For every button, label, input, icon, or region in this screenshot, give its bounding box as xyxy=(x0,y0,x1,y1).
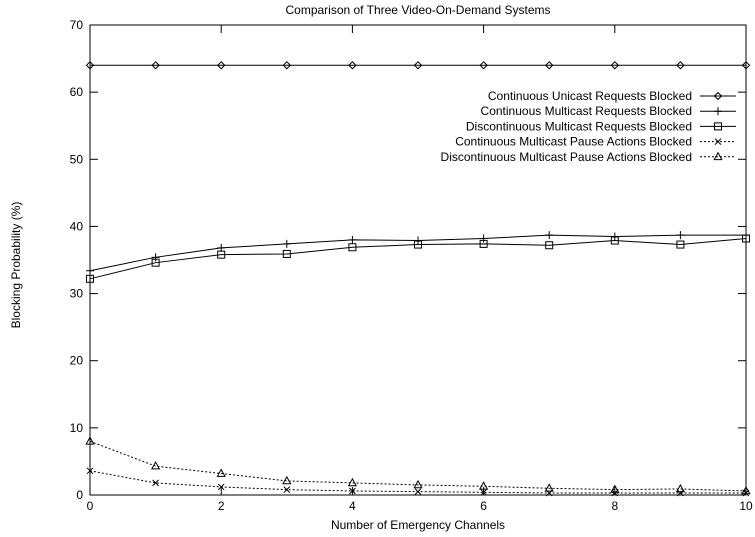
data-point xyxy=(347,477,358,487)
legend: Continuous Unicast Requests BlockedConti… xyxy=(441,89,736,164)
x-axis-label: Number of Emergency Channels xyxy=(331,518,505,532)
data-point xyxy=(151,61,160,70)
legend-marker xyxy=(714,122,722,131)
legend-item: Continuous Multicast Requests Blocked xyxy=(481,104,736,118)
data-point xyxy=(217,483,225,491)
data-point xyxy=(86,467,94,475)
y-tick-label: 70 xyxy=(70,18,84,32)
data-point xyxy=(479,234,488,243)
legend-label: Discontinuous Multicast Requests Blocked xyxy=(466,119,692,133)
data-point xyxy=(742,234,750,243)
data-point xyxy=(348,61,357,70)
legend-marker xyxy=(714,138,722,145)
data-point xyxy=(217,250,226,259)
legend-label: Continuous Multicast Pause Actions Block… xyxy=(455,135,692,149)
data-point xyxy=(480,488,487,496)
data-point xyxy=(479,61,488,70)
legend-item: Discontinuous Multicast Requests Blocked xyxy=(466,119,736,133)
data-point xyxy=(741,61,751,70)
y-tick-label: 0 xyxy=(76,488,83,502)
data-point xyxy=(348,235,357,244)
data-point xyxy=(85,61,95,70)
data-point xyxy=(282,61,292,70)
series-layer xyxy=(85,61,751,497)
data-point xyxy=(283,486,291,493)
data-point xyxy=(282,239,291,248)
data-point xyxy=(676,231,685,240)
x-tick-label: 4 xyxy=(349,499,356,513)
data-point xyxy=(611,489,619,497)
y-tick-label: 40 xyxy=(70,219,84,233)
data-point xyxy=(544,483,554,492)
y-tick-label: 10 xyxy=(70,421,84,435)
data-point xyxy=(151,258,160,267)
data-point xyxy=(610,484,620,493)
data-point xyxy=(348,243,357,252)
data-point xyxy=(282,475,292,485)
y-axis-label: Blocking Probability (%) xyxy=(9,202,23,329)
x-tick-label: 2 xyxy=(218,499,225,513)
data-point xyxy=(610,61,620,70)
data-point xyxy=(479,239,488,248)
data-point xyxy=(413,479,423,489)
data-point xyxy=(151,253,160,262)
data-point xyxy=(150,461,161,470)
data-point xyxy=(413,61,423,70)
y-tick-label: 30 xyxy=(70,287,84,301)
series-line xyxy=(89,440,747,492)
data-point xyxy=(217,243,226,252)
y-tick-label: 60 xyxy=(70,85,84,99)
data-point xyxy=(349,487,356,495)
series-0 xyxy=(85,61,751,70)
series-4 xyxy=(85,436,751,495)
series-line xyxy=(89,238,747,280)
plot-area xyxy=(89,24,747,496)
data-point xyxy=(545,231,554,240)
legend-marker xyxy=(714,107,722,116)
x-tick-label: 0 xyxy=(87,499,94,513)
data-point xyxy=(414,240,422,249)
legend-item: Continuous Multicast Pause Actions Block… xyxy=(455,135,736,149)
data-point xyxy=(282,249,291,258)
data-point xyxy=(610,232,619,241)
data-point xyxy=(545,241,554,250)
legend-label: Continuous Unicast Requests Blocked xyxy=(488,89,692,103)
chart-title: Comparison of Three Video-On-Demand Syst… xyxy=(285,3,550,17)
data-point xyxy=(152,479,159,487)
data-point xyxy=(216,61,226,70)
series-2 xyxy=(86,234,750,283)
x-tick-label: 6 xyxy=(480,499,487,513)
y-tick-label: 50 xyxy=(70,152,84,166)
data-point xyxy=(478,481,489,490)
data-point xyxy=(414,488,422,495)
data-point xyxy=(676,240,685,249)
legend-marker xyxy=(713,91,723,101)
series-3 xyxy=(86,467,750,497)
legend-item: Continuous Unicast Requests Blocked xyxy=(488,89,736,103)
legend-item: Discontinuous Multicast Pause Actions Bl… xyxy=(441,150,736,164)
legend-label: Discontinuous Multicast Pause Actions Bl… xyxy=(441,150,692,164)
data-point xyxy=(610,236,619,245)
data-point xyxy=(216,468,226,477)
legend-marker xyxy=(713,151,723,161)
x-tick-label: 10 xyxy=(739,499,753,513)
y-tick-label: 20 xyxy=(70,354,84,368)
axis-ticks: 0 2 4 6 8 10 0 10 20 30 40 50 60 70 xyxy=(70,18,753,513)
series-1 xyxy=(86,231,750,275)
data-point xyxy=(86,274,94,283)
data-point xyxy=(676,61,685,70)
data-point xyxy=(544,61,554,70)
data-point xyxy=(677,489,684,497)
x-tick-label: 8 xyxy=(611,499,618,513)
data-point xyxy=(86,266,94,275)
data-point xyxy=(85,436,95,445)
data-point xyxy=(741,485,751,495)
data-point xyxy=(414,236,422,245)
legend-label: Continuous Multicast Requests Blocked xyxy=(481,104,692,118)
data-point xyxy=(675,483,686,493)
